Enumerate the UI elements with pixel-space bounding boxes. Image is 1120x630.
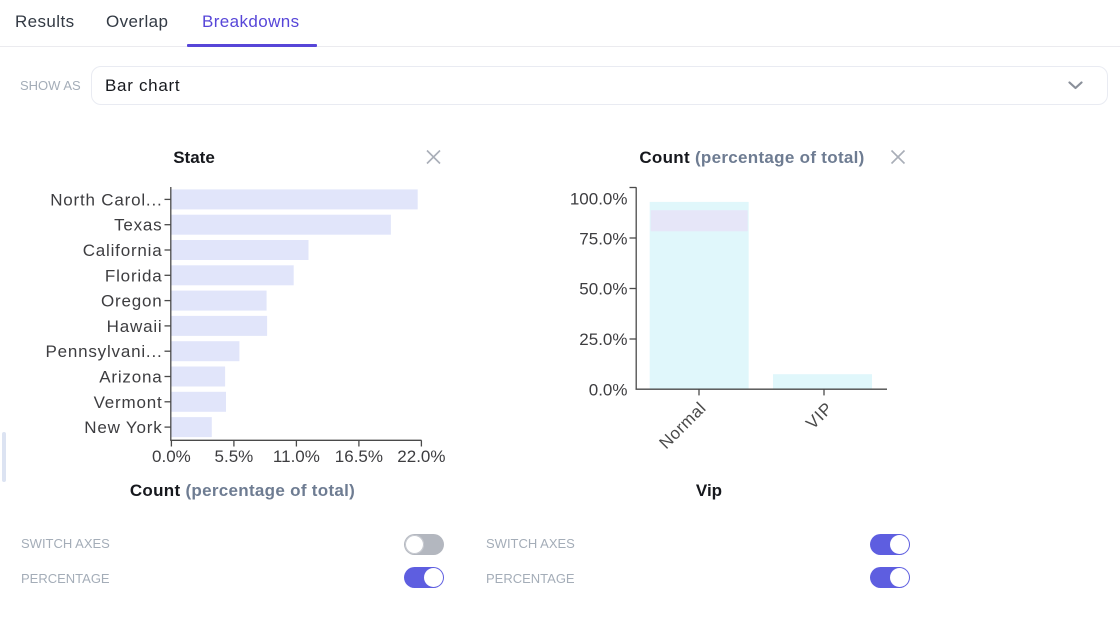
svg-text:Pennsylvani...: Pennsylvani... (45, 342, 162, 361)
svg-text:Vermont: Vermont (94, 393, 163, 412)
svg-text:Normal: Normal (656, 398, 710, 452)
svg-text:11.0%: 11.0% (273, 447, 320, 466)
svg-text:New York: New York (84, 418, 162, 437)
svg-text:Florida: Florida (105, 266, 163, 285)
svg-text:22.0%: 22.0% (397, 447, 445, 466)
svg-text:75.0%: 75.0% (579, 229, 627, 248)
svg-text:Vip: Vip (696, 481, 722, 500)
svg-text:North Carol...: North Carol... (50, 190, 162, 209)
svg-text:25.0%: 25.0% (579, 330, 627, 349)
svg-text:5.5%: 5.5% (215, 447, 254, 466)
svg-text:0.0%: 0.0% (152, 447, 191, 466)
svg-text:Arizona: Arizona (99, 368, 162, 387)
svg-text:California: California (83, 241, 163, 260)
svg-text:Texas: Texas (114, 216, 162, 235)
svg-text:Count (percentage of total): Count (percentage of total) (639, 148, 864, 167)
svg-text:Hawaii: Hawaii (107, 317, 163, 336)
svg-text:50.0%: 50.0% (579, 280, 627, 299)
svg-text:0.0%: 0.0% (589, 381, 628, 400)
svg-text:State: State (173, 148, 215, 167)
svg-text:16.5%: 16.5% (335, 447, 383, 466)
svg-text:VIP: VIP (802, 398, 837, 433)
svg-text:Count (percentage of total): Count (percentage of total) (130, 481, 355, 500)
svg-text:Oregon: Oregon (101, 292, 163, 311)
svg-text:100.0%: 100.0% (570, 190, 628, 209)
